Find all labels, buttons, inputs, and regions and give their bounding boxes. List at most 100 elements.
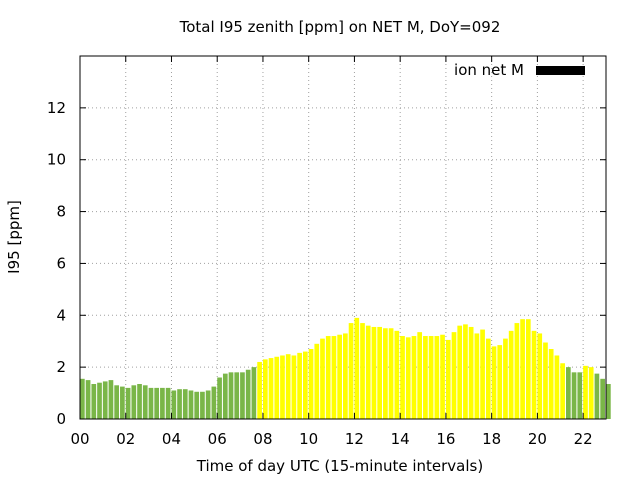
x-tick-label: 04 (162, 430, 181, 448)
bar (577, 372, 583, 419)
bar (394, 330, 400, 419)
bar (182, 389, 188, 419)
y-tick-label: 0 (56, 410, 66, 428)
bar (594, 373, 600, 419)
bar (457, 325, 463, 419)
bar (131, 385, 137, 419)
x-tick-label: 10 (299, 430, 318, 448)
bar (165, 387, 171, 419)
x-tick-label: 12 (345, 430, 364, 448)
bar (543, 342, 548, 419)
bar (337, 334, 342, 419)
bar (571, 372, 577, 419)
bar (531, 330, 537, 419)
bars (80, 317, 611, 419)
bar (280, 355, 285, 419)
x-tick-label: 02 (116, 430, 135, 448)
bar (137, 383, 142, 419)
bar (194, 391, 200, 419)
bar (565, 367, 571, 419)
bar (468, 326, 474, 419)
bar (320, 338, 325, 419)
bar (560, 363, 565, 419)
x-tick-label: 06 (208, 430, 227, 448)
bar (606, 383, 611, 419)
bar (348, 323, 354, 419)
y-tick-label: 8 (56, 203, 66, 221)
bar (108, 380, 114, 419)
bar (485, 338, 491, 419)
bar (411, 336, 417, 419)
bar (503, 338, 508, 419)
bar (205, 390, 211, 419)
bar (114, 385, 120, 419)
x-tick-label: 16 (436, 430, 455, 448)
legend: ion net M (454, 61, 585, 79)
bar (171, 390, 177, 419)
bar (245, 369, 251, 419)
plot-frame (79, 55, 607, 420)
y-axis-label: I95 [ppm] (5, 200, 23, 274)
x-tick-label: 22 (574, 430, 593, 448)
legend-swatch (536, 66, 585, 75)
legend-label: ion net M (454, 61, 524, 79)
bar (554, 355, 560, 419)
bar (354, 317, 360, 419)
bar (102, 381, 108, 419)
bar (251, 367, 257, 419)
bar (365, 325, 371, 419)
bar (525, 319, 531, 419)
bar (331, 336, 337, 419)
bar (474, 333, 480, 419)
bar (91, 383, 97, 419)
bar (405, 337, 411, 419)
bar (360, 323, 365, 419)
y-tick-label: 10 (47, 151, 66, 169)
bar (383, 328, 388, 419)
bar (285, 354, 291, 419)
bar (445, 339, 451, 419)
bar (371, 326, 377, 419)
bar (160, 387, 165, 419)
x-tick-label: 18 (482, 430, 501, 448)
bar (85, 380, 91, 419)
bar (125, 387, 131, 419)
bar (514, 323, 520, 419)
bar (548, 348, 554, 419)
bar (583, 365, 588, 419)
bar (142, 385, 148, 419)
bar (451, 332, 457, 419)
bar (257, 361, 262, 419)
bar (325, 336, 331, 419)
y-tick-label: 12 (47, 99, 66, 117)
bar (434, 336, 440, 419)
y-tick-label: 6 (56, 254, 66, 272)
bar (222, 373, 228, 419)
bar (588, 367, 594, 419)
bar (302, 351, 308, 419)
bar (262, 359, 268, 419)
bar (291, 355, 297, 419)
x-tick-label: 14 (391, 430, 410, 448)
bar (508, 330, 514, 419)
bar (274, 356, 280, 419)
bar (268, 358, 274, 419)
bar (417, 332, 423, 419)
bar (377, 326, 383, 419)
bar (400, 336, 405, 419)
x-tick-label: 00 (70, 430, 89, 448)
bar (200, 391, 205, 419)
bar (97, 382, 102, 419)
chart-title: Total I95 zenith [ppm] on NET M, DoY=092 (179, 18, 501, 36)
bar (148, 387, 154, 419)
bar (228, 372, 234, 419)
bar (440, 334, 445, 419)
bar (520, 319, 525, 419)
bar (211, 386, 217, 419)
bar (463, 324, 468, 419)
bar (537, 333, 543, 419)
bar (600, 378, 605, 419)
bar (308, 348, 314, 419)
